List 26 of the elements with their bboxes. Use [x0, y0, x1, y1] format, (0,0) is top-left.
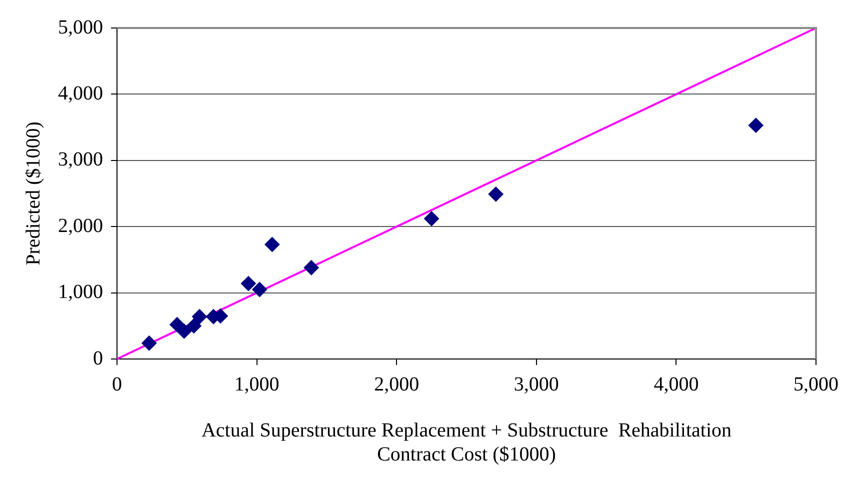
- y-axis-title: Predicted ($1000): [22, 122, 44, 266]
- x-axis-title: Actual Superstructure Replacement + Substructure Rehabilitation Contract Cost ($1000): [201, 419, 732, 466]
- point: [424, 211, 440, 226]
- y-tick-label: 5,000: [58, 16, 103, 38]
- point: [176, 324, 192, 339]
- y-tick-label: 3,000: [58, 148, 103, 171]
- point: [488, 186, 504, 202]
- x-tick-label: 1,000: [234, 373, 280, 396]
- y-tick-label: 0: [93, 347, 103, 370]
- x-tick-label: 2,000: [374, 373, 420, 396]
- point: [252, 282, 268, 297]
- point: [240, 276, 256, 292]
- x-tick-label: 3,000: [514, 373, 559, 396]
- y-tick-label: 1,000: [58, 281, 103, 304]
- point: [192, 309, 207, 324]
- point: [748, 118, 764, 133]
- x-tick-label: 0: [112, 373, 122, 396]
- point: [186, 318, 202, 334]
- point: [304, 260, 319, 276]
- point: [142, 336, 157, 351]
- point: [170, 317, 185, 332]
- y-tick-label: 2,000: [58, 214, 103, 237]
- point: [264, 236, 280, 252]
- y-tick-label: 4,000: [58, 82, 103, 104]
- x-tick-label: 5,000: [794, 373, 838, 396]
- x-tick-label: 4,000: [654, 373, 699, 396]
